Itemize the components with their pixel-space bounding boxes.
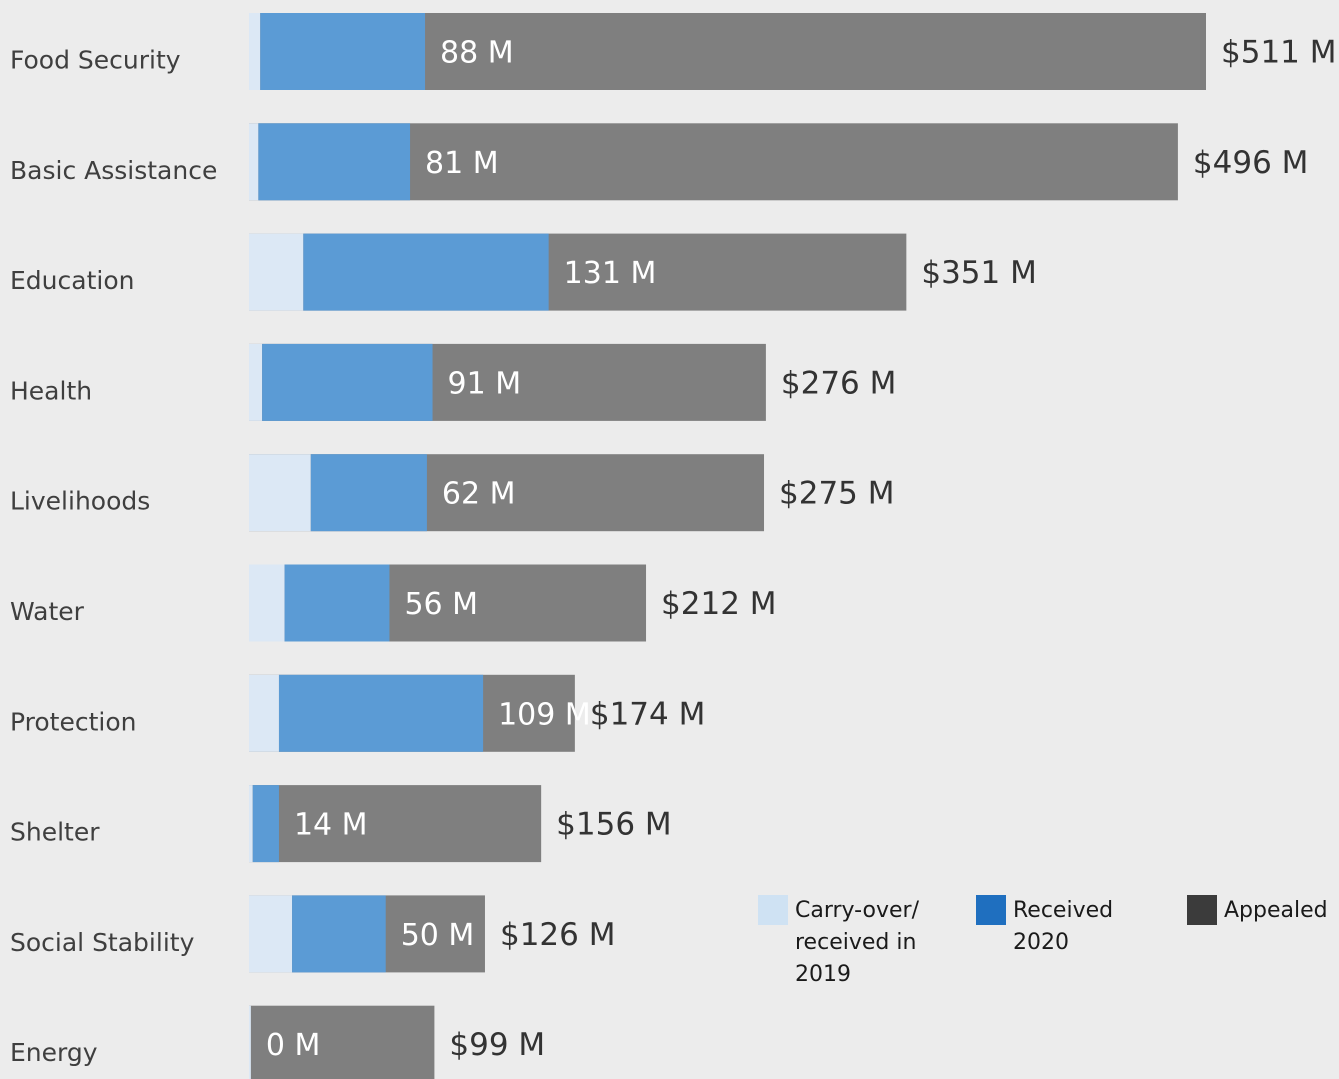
legend-item-carryover-label-line-2: received in <box>795 930 916 955</box>
bar-received-protection <box>278 674 484 752</box>
received-value-label-livelihoods: 62 M <box>442 477 516 512</box>
received-value-label-basic-assistance: 81 M <box>425 146 499 181</box>
legend-item-received-swatch <box>976 895 1006 925</box>
legend-item-carryover-swatch <box>758 895 788 925</box>
bar-carryover-basic-assistance <box>249 123 259 201</box>
legend-item-carryover-label-line-3: 2019 <box>795 962 851 987</box>
category-label-water: Water <box>10 597 85 626</box>
category-label-food-security: Food Security <box>10 46 181 75</box>
appealed-total-label-social-stability: $126 M <box>500 917 616 953</box>
bar-received-livelihoods <box>310 454 427 532</box>
category-label-basic-assistance: Basic Assistance <box>10 156 217 185</box>
appealed-total-label-health: $276 M <box>781 365 897 401</box>
legend-item-appealed: Appealed <box>1187 895 1328 925</box>
appealed-total-label-protection: $174 M <box>590 696 706 732</box>
bar-carryover-education <box>249 233 304 311</box>
received-value-label-social-stability: 50 M <box>401 918 475 953</box>
bar-carryover-water <box>249 564 285 642</box>
received-value-label-education: 131 M <box>564 256 657 291</box>
legend-item-appealed-swatch <box>1187 895 1217 925</box>
legend-item-carryover-label-line-1: Carry-over/ <box>795 898 920 923</box>
appealed-total-label-shelter: $156 M <box>556 807 672 843</box>
category-label-shelter: Shelter <box>10 818 100 847</box>
category-label-social-stability: Social Stability <box>10 928 195 957</box>
bar-received-health <box>262 343 433 421</box>
bar-received-education <box>303 233 549 311</box>
received-value-label-shelter: 14 M <box>294 808 368 843</box>
legend-item-received: Received 2020 <box>976 895 1113 955</box>
bar-received-basic-assistance <box>258 123 411 201</box>
received-value-label-protection: 109 M <box>498 697 591 732</box>
category-label-energy: Energy <box>10 1038 98 1067</box>
bar-received-shelter <box>252 785 279 863</box>
category-label-health: Health <box>10 376 92 405</box>
bar-carryover-food-security <box>249 13 261 90</box>
received-value-label-energy: 0 M <box>266 1028 321 1063</box>
appealed-total-label-livelihoods: $275 M <box>779 476 895 512</box>
bar-carryover-health <box>249 343 263 421</box>
bar-carryover-livelihoods <box>249 454 311 532</box>
legend-item-carryover: Carry-over/received in 2019 <box>758 895 920 987</box>
bar-carryover-protection <box>249 674 279 752</box>
category-label-education: Education <box>10 266 134 295</box>
legend-item-appealed-label-line-1: Appealed <box>1224 898 1328 923</box>
appealed-total-label-basic-assistance: $496 M <box>1193 145 1309 181</box>
received-value-label-water: 56 M <box>404 587 478 622</box>
bar-appealed-shelter <box>249 785 542 863</box>
legend: Carry-over/received in 2019 Received 2020 Ap… <box>758 895 1328 987</box>
appealed-total-label-water: $212 M <box>661 586 777 622</box>
bar-carryover-social-stability <box>249 895 293 973</box>
bar-appealed-energy <box>249 1005 435 1079</box>
bar-received-food-security <box>260 13 426 90</box>
received-value-label-food-security: 88 M <box>440 36 514 71</box>
category-label-livelihoods: Livelihoods <box>10 487 150 516</box>
appealed-total-label-education: $351 M <box>921 255 1037 291</box>
bar-received-water <box>284 564 390 642</box>
received-value-label-health: 91 M <box>448 366 522 401</box>
legend-item-received-label-line-1: Received <box>1013 898 1113 923</box>
bar-received-social-stability <box>292 895 386 973</box>
appealed-total-label-food-security: $511 M <box>1221 35 1337 71</box>
labels-layer: Food Security 88 M $511 M Basic Assistance 8… <box>10 35 1337 1068</box>
category-label-protection: Protection <box>10 707 136 736</box>
bars-layer <box>249 13 1206 1079</box>
legend-item-received-label-line-2: 2020 <box>1013 930 1069 955</box>
bar-carryover-energy <box>249 1005 251 1079</box>
appealed-total-label-energy: $99 M <box>449 1027 545 1063</box>
bar-carryover-shelter <box>249 785 253 863</box>
